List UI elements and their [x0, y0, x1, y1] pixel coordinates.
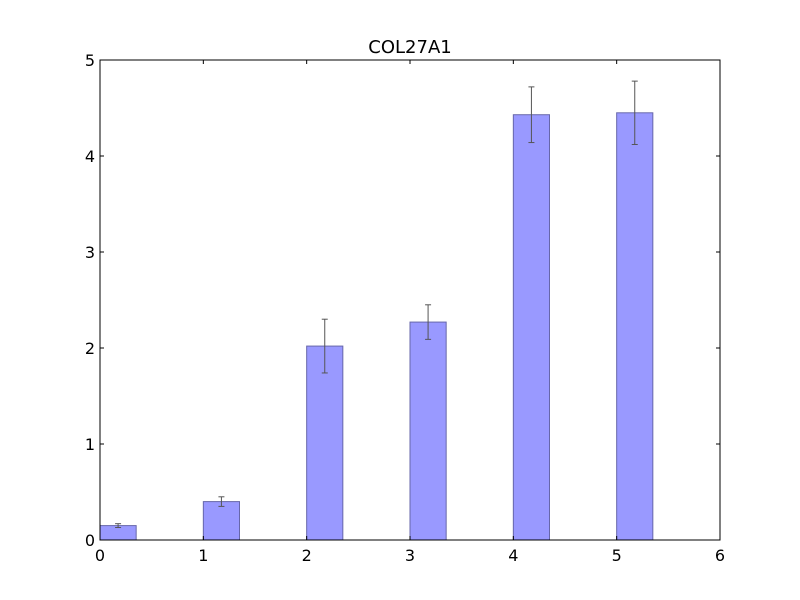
error-bar-1	[218, 496, 225, 507]
error-bar-0	[115, 523, 122, 529]
error-bar-3	[425, 304, 432, 340]
bar-3	[409, 321, 447, 541]
error-bar-4	[528, 86, 535, 144]
y-tick-label: 4	[85, 147, 95, 166]
x-tick-label: 5	[612, 546, 622, 565]
error-bar-2	[321, 318, 328, 374]
chart-title: COL27A1	[368, 37, 451, 58]
bar-2	[306, 345, 344, 541]
ticks-layer	[99, 59, 721, 541]
x-tick-label: 4	[508, 546, 518, 565]
bar-5	[616, 112, 654, 541]
x-tick-label: 3	[405, 546, 415, 565]
y-tick-label: 5	[85, 51, 95, 70]
y-tick-label: 3	[85, 243, 95, 262]
bar-4	[512, 114, 550, 541]
y-tick-label: 2	[85, 339, 95, 358]
y-tick-label: 0	[85, 531, 95, 550]
bar-1	[202, 501, 240, 541]
tick-labels-layer: 0 1 2 3 4 5 6 0 1 2 3 4 5	[85, 51, 725, 565]
error-bar-5	[631, 80, 638, 145]
x-tick-label: 2	[302, 546, 312, 565]
x-tick-label: 6	[715, 546, 725, 565]
y-tick-label: 1	[85, 435, 95, 454]
x-tick-label: 0	[95, 546, 105, 565]
error-bars-layer	[115, 80, 638, 529]
bars-layer	[99, 112, 654, 541]
x-tick-label: 1	[198, 546, 208, 565]
